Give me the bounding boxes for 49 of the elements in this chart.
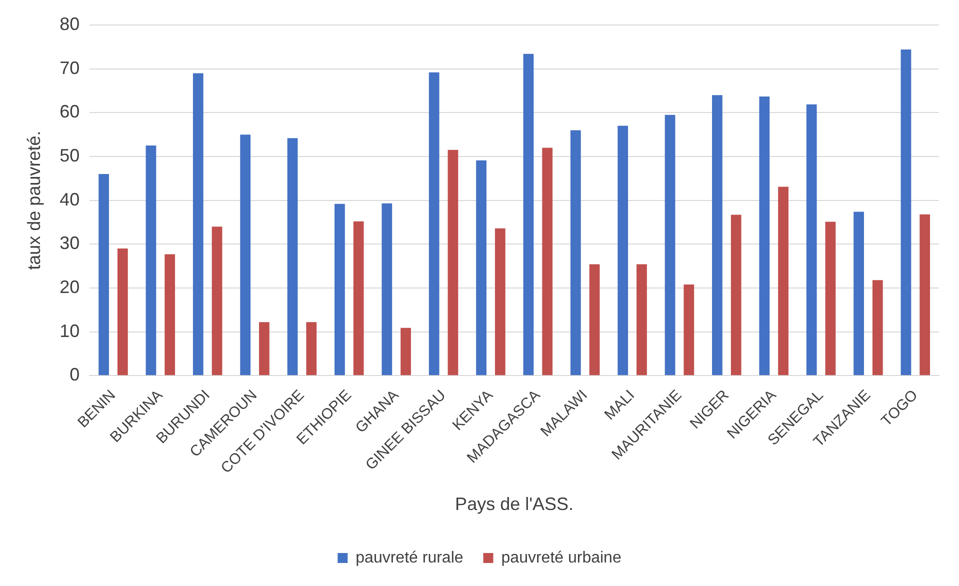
bar bbox=[98, 174, 109, 376]
bar bbox=[618, 126, 628, 376]
bar bbox=[117, 248, 128, 376]
x-axis-title: Pays de l'ASS. bbox=[455, 494, 574, 514]
bar bbox=[400, 328, 411, 376]
y-tick-label: 60 bbox=[60, 102, 80, 122]
bar bbox=[570, 130, 581, 376]
bar bbox=[684, 284, 694, 376]
bar bbox=[542, 148, 553, 376]
bar bbox=[259, 322, 270, 376]
legend-label: pauvreté rurale bbox=[356, 549, 464, 566]
y-tick-label: 50 bbox=[60, 145, 80, 166]
bar bbox=[306, 322, 317, 376]
bar bbox=[730, 214, 742, 376]
bar bbox=[872, 280, 883, 376]
bar bbox=[806, 104, 817, 376]
y-tick-label: 30 bbox=[60, 233, 80, 254]
bar bbox=[589, 264, 600, 376]
bar bbox=[523, 54, 534, 376]
bar bbox=[146, 146, 156, 376]
y-tick-label: 40 bbox=[60, 189, 80, 210]
y-tick-label: 20 bbox=[60, 276, 80, 297]
bar bbox=[240, 134, 251, 376]
bar bbox=[825, 222, 836, 376]
bar bbox=[664, 114, 676, 376]
bar bbox=[448, 150, 458, 376]
bar bbox=[287, 138, 298, 376]
bar bbox=[759, 96, 770, 376]
y-axis-title: taux de pauvreté. bbox=[24, 130, 44, 270]
bar bbox=[900, 50, 912, 376]
bar bbox=[353, 221, 364, 376]
bar bbox=[920, 214, 930, 376]
bar bbox=[854, 212, 864, 376]
y-tick-label: 70 bbox=[60, 58, 80, 78]
bar bbox=[428, 72, 440, 376]
bar bbox=[164, 254, 176, 376]
bar bbox=[712, 95, 722, 376]
bar bbox=[494, 228, 506, 376]
bar bbox=[476, 160, 486, 376]
y-tick-label: 80 bbox=[60, 14, 80, 34]
bar bbox=[334, 204, 345, 376]
bar bbox=[778, 186, 788, 376]
legend-label: pauvreté urbaine bbox=[501, 549, 622, 566]
bar bbox=[382, 203, 392, 376]
y-tick-label: 0 bbox=[70, 364, 80, 385]
bar bbox=[192, 73, 204, 376]
bar bbox=[212, 226, 222, 376]
bar bbox=[636, 264, 647, 376]
y-tick-label: 10 bbox=[60, 320, 80, 341]
